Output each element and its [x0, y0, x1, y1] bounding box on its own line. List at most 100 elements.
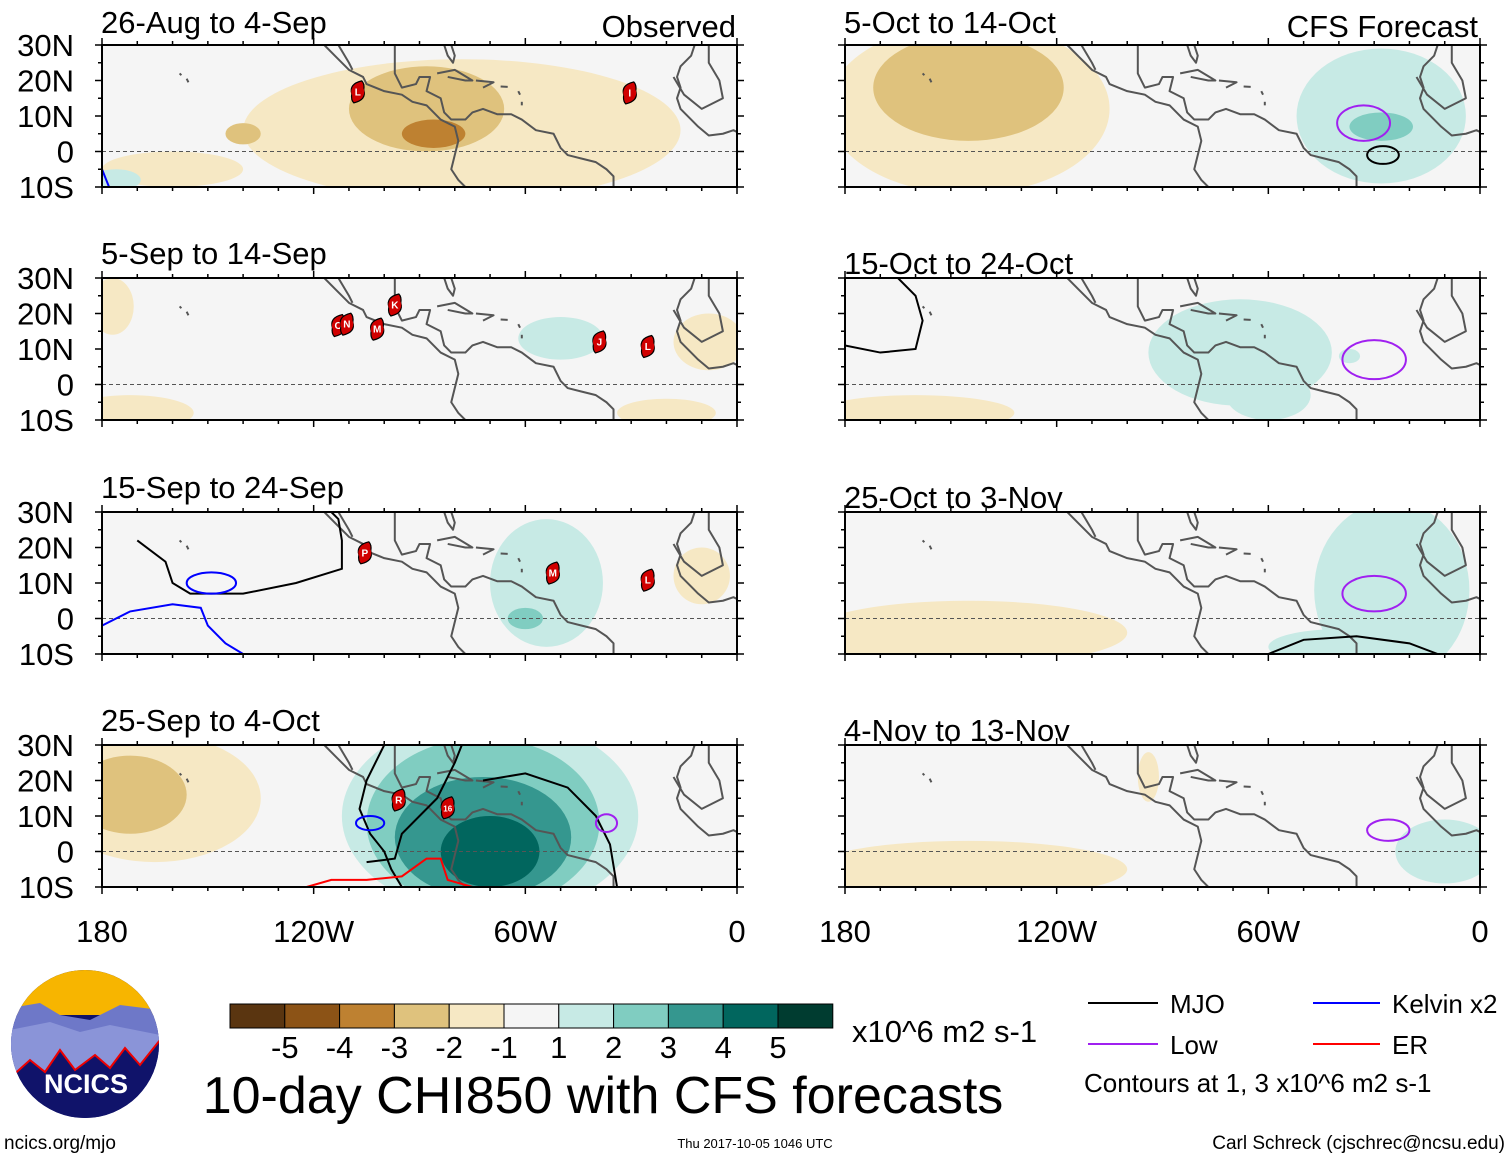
author-credit: Carl Schreck (cjschrec@ncsu.edu): [1212, 1133, 1505, 1154]
lat-tick-label: 30N: [17, 495, 74, 530]
storm-label: P: [361, 548, 368, 559]
lon-tick-label: 0: [728, 914, 745, 949]
coastline: [923, 306, 925, 308]
anomaly-shading: [1226, 370, 1311, 420]
anomaly-shading: [91, 278, 133, 335]
coastline: [923, 73, 925, 75]
cfs-forecast-header: CFS Forecast: [1287, 9, 1479, 44]
anomaly-shading: [518, 317, 603, 360]
colorbar-unit: x10^6 m2 s-1: [852, 1014, 1037, 1049]
legend-er-label: ER: [1392, 1030, 1428, 1060]
colorbar-label: -1: [490, 1030, 518, 1065]
colorbar-label: 1: [550, 1030, 567, 1065]
panel-title: 25-Oct to 3-Nov: [844, 480, 1063, 515]
anomaly-shading: [1268, 629, 1409, 665]
panel-title: 26-Aug to 4-Sep: [101, 5, 327, 40]
legend-contour-note: Contours at 1, 3 x10^6 m2 s-1: [1084, 1068, 1431, 1098]
lat-tick-label: 0: [57, 135, 74, 170]
colorbar-swatch: [668, 1004, 723, 1028]
panel-title: 5-Sep to 14-Sep: [101, 236, 327, 271]
lat-tick-label: 30N: [17, 28, 74, 63]
coastline: [923, 773, 925, 775]
lat-tick-label: 10N: [17, 799, 74, 834]
legend-mjo-label: MJO: [1170, 989, 1225, 1019]
coastline: [180, 773, 182, 775]
lat-tick-label: 10N: [17, 332, 74, 367]
lon-tick-label: 60W: [1236, 914, 1300, 949]
lat-tick-label: 10S: [19, 870, 74, 905]
storm-label: M: [373, 325, 381, 336]
anomaly-shading: [225, 123, 260, 144]
colorbar-label: -5: [271, 1030, 299, 1065]
colorbar-label: 2: [605, 1030, 622, 1065]
site-link[interactable]: ncics.org/mjo: [4, 1133, 116, 1154]
lat-tick-label: 20N: [17, 764, 74, 799]
panel-title: 25-Sep to 4-Oct: [101, 703, 320, 738]
anomaly-shading: [67, 395, 194, 431]
coastline: [180, 73, 182, 75]
storm-label: L: [355, 87, 361, 98]
coastline: [923, 540, 925, 542]
colorbar-swatch: [230, 1004, 285, 1028]
colorbar-swatch: [504, 1004, 559, 1028]
coastline: [180, 306, 182, 308]
lon-tick-label: 180: [819, 914, 871, 949]
panel-title: 15-Oct to 24-Oct: [844, 246, 1074, 281]
lat-tick-label: 0: [57, 602, 74, 637]
lat-tick-label: 10S: [19, 170, 74, 205]
lon-tick-label: 180: [76, 914, 128, 949]
colorbar-swatch: [394, 1004, 449, 1028]
lat-tick-label: 10N: [17, 99, 74, 134]
colorbar-swatch: [559, 1004, 614, 1028]
map-panel: 4-Nov to 13-Nov 180 120W 60W 0: [810, 713, 1494, 949]
lat-tick-label: 10S: [19, 637, 74, 672]
lat-tick-label: 0: [57, 368, 74, 403]
panel-title: 4-Nov to 13-Nov: [844, 713, 1070, 748]
colorbar-swatch: [778, 1004, 833, 1028]
lon-tick-label: 0: [1471, 914, 1488, 949]
storm-label: 16: [443, 804, 452, 813]
timestamp: Thu 2017-10-05 1046 UTC: [677, 1136, 832, 1151]
lat-tick-label: 20N: [17, 531, 74, 566]
legend-kelvin-label: Kelvin x2: [1392, 989, 1498, 1019]
legend-low-label: Low: [1170, 1030, 1218, 1060]
lat-tick-label: 10N: [17, 566, 74, 601]
anomaly-shading: [873, 34, 1063, 141]
lat-tick-label: 20N: [17, 64, 74, 99]
legend: MJO Kelvin x2 Low ER Contours at 1, 3 x1…: [1084, 989, 1498, 1098]
colorbar-label: -4: [326, 1030, 354, 1065]
panel-title: 5-Oct to 14-Oct: [844, 5, 1056, 40]
panel-title: 15-Sep to 24-Sep: [101, 470, 344, 505]
storm-label: J: [597, 337, 603, 348]
storm-label: L: [645, 342, 651, 353]
colorbar-swatch: [340, 1004, 395, 1028]
colorbar-label: 3: [660, 1030, 677, 1065]
map-panel: 25-Oct to 3-Nov: [810, 480, 1487, 679]
lat-tick-label: 0: [57, 835, 74, 870]
storm-label: R: [395, 796, 403, 807]
observed-header: Observed: [602, 9, 736, 44]
svg-text:NCICS: NCICS: [44, 1069, 128, 1099]
storm-label: M: [549, 569, 557, 580]
lat-tick-label: 30N: [17, 261, 74, 296]
storm-label: I: [628, 88, 631, 99]
lon-tick-label: 60W: [493, 914, 557, 949]
anomaly-shading: [810, 601, 1127, 665]
ncics-logo: NCICS: [10, 970, 160, 1120]
colorbar-swatch: [723, 1004, 778, 1028]
colorbar-swatch: [614, 1004, 669, 1028]
storm-label: K: [391, 300, 399, 311]
lon-tick-label: 120W: [1016, 914, 1098, 949]
lat-tick-label: 10S: [19, 403, 74, 438]
storm-label: N: [343, 320, 350, 331]
anomaly-shading: [817, 395, 1015, 431]
colorbar-label: 5: [769, 1030, 786, 1065]
colorbar-swatch: [449, 1004, 504, 1028]
colorbar-swatch: [285, 1004, 340, 1028]
map-panel: 15-Oct to 24-Oct: [817, 246, 1487, 431]
lat-tick-label: 30N: [17, 728, 74, 763]
anomaly-shading: [74, 756, 187, 834]
